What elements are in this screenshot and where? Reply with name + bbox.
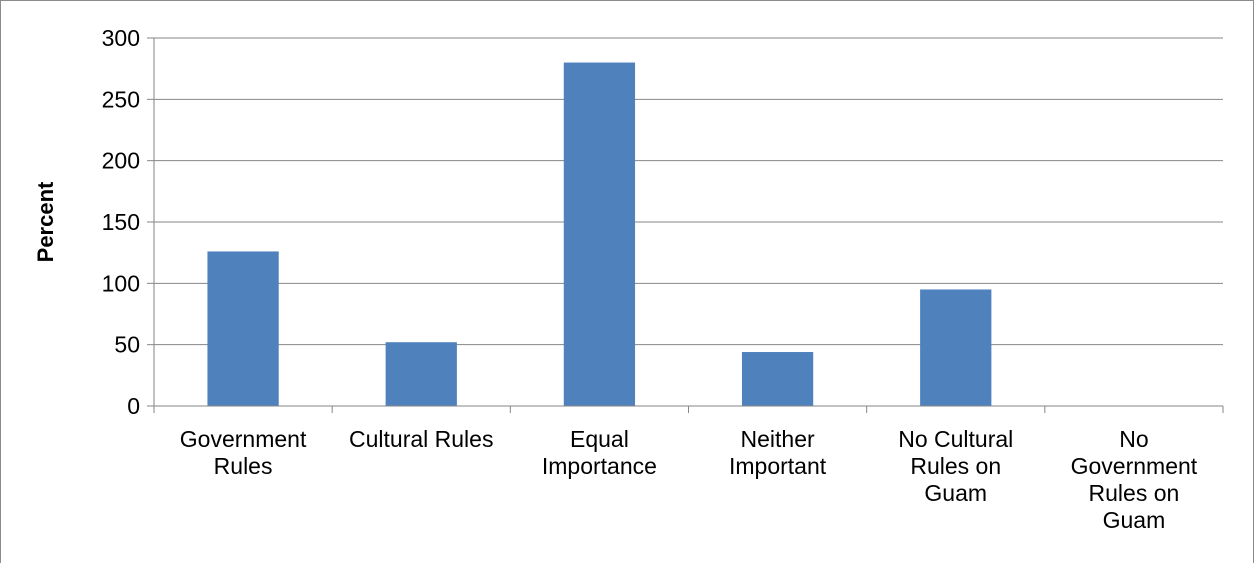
axes (147, 37, 1224, 413)
y-tick-label: 0 (127, 393, 140, 419)
gridlines (154, 37, 1223, 346)
x-category-label: Neither Important (729, 426, 827, 479)
x-category-label: Government Rules (180, 426, 307, 479)
y-tick-label: 150 (102, 209, 140, 235)
x-category-label: Cultural Rules (349, 426, 493, 452)
y-tick-labels: 0 50 100 150 200 250 300 (102, 25, 140, 419)
x-category-label: No Cultural Rules on Guam (898, 426, 1013, 506)
bar (741, 352, 814, 406)
x-category-label: No Government Rules on Guam (1071, 426, 1198, 533)
y-tick-label: 200 (102, 148, 140, 174)
bar (563, 62, 636, 407)
bar (385, 342, 457, 406)
y-tick-label: 250 (102, 86, 140, 112)
bar (920, 289, 992, 406)
y-tick-label: 100 (102, 270, 140, 296)
y-axis-label: Percent (33, 181, 58, 262)
y-tick-label: 50 (114, 332, 140, 358)
y-tick-label: 300 (102, 25, 140, 51)
bars (207, 62, 992, 407)
x-category-labels: Government Rules Cultural Rules Equal Import… (180, 426, 1198, 533)
x-category-label: Equal Importance (542, 426, 657, 479)
bar (207, 251, 279, 406)
